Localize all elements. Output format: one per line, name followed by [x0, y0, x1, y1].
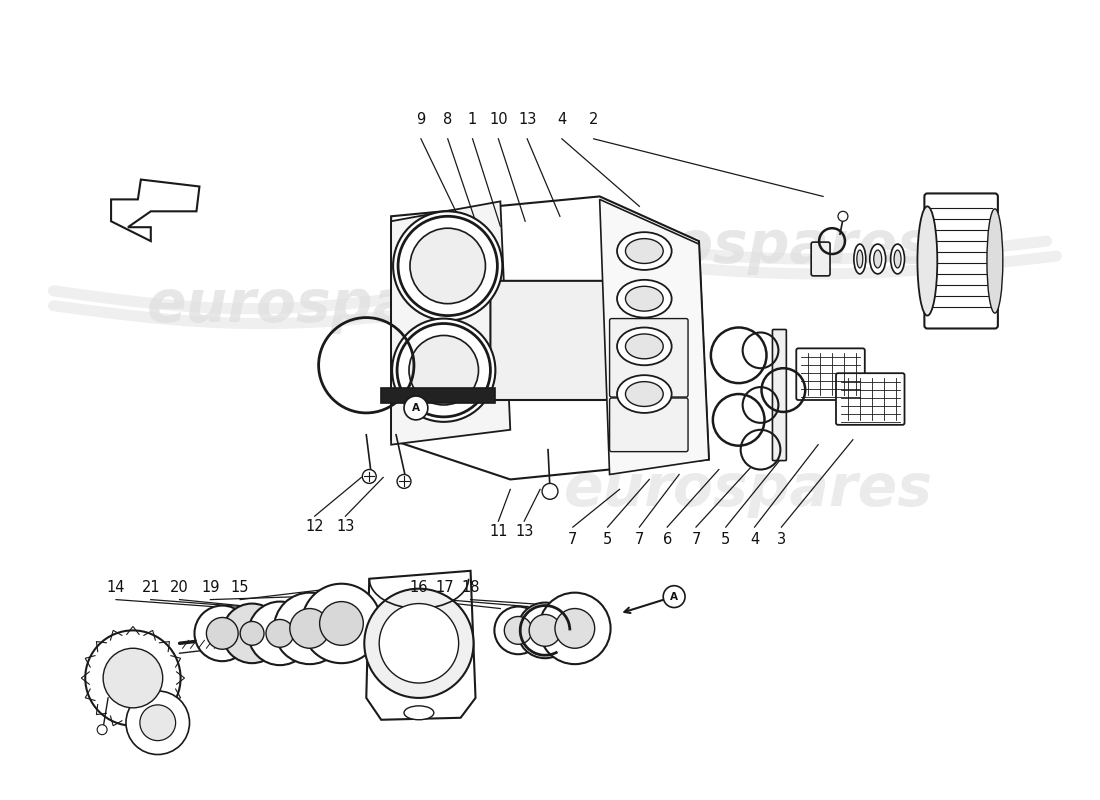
Ellipse shape — [626, 238, 663, 263]
Circle shape — [379, 603, 459, 683]
FancyBboxPatch shape — [609, 398, 688, 452]
Text: 13: 13 — [518, 112, 537, 127]
Text: 11: 11 — [490, 524, 507, 539]
Circle shape — [504, 617, 532, 644]
Text: 13: 13 — [337, 519, 354, 534]
Circle shape — [397, 474, 411, 488]
Text: 19: 19 — [201, 580, 220, 594]
Ellipse shape — [617, 232, 672, 270]
Circle shape — [392, 318, 495, 422]
Circle shape — [539, 593, 610, 664]
Text: 7: 7 — [569, 532, 578, 547]
Ellipse shape — [854, 244, 866, 274]
Circle shape — [529, 614, 561, 646]
Polygon shape — [392, 202, 510, 445]
Text: eurospares: eurospares — [564, 218, 933, 274]
Circle shape — [103, 648, 163, 708]
Circle shape — [663, 586, 685, 607]
Ellipse shape — [873, 250, 882, 268]
Circle shape — [320, 602, 363, 646]
FancyBboxPatch shape — [811, 242, 830, 276]
Ellipse shape — [617, 375, 672, 413]
Circle shape — [838, 211, 848, 222]
Polygon shape — [366, 571, 475, 720]
Text: 16: 16 — [409, 580, 428, 594]
Circle shape — [97, 725, 107, 734]
Text: A: A — [670, 592, 678, 602]
Circle shape — [404, 396, 428, 420]
Polygon shape — [600, 199, 708, 474]
Ellipse shape — [626, 334, 663, 358]
Text: 12: 12 — [306, 519, 324, 534]
Circle shape — [289, 609, 330, 648]
Ellipse shape — [987, 209, 1003, 313]
Ellipse shape — [617, 280, 672, 318]
Ellipse shape — [617, 327, 672, 366]
Circle shape — [494, 606, 542, 654]
FancyBboxPatch shape — [924, 194, 998, 329]
Circle shape — [195, 606, 250, 661]
Text: 6: 6 — [662, 532, 672, 547]
Text: 20: 20 — [170, 580, 189, 594]
Text: 10: 10 — [490, 112, 508, 127]
Circle shape — [222, 603, 282, 663]
Text: 13: 13 — [515, 524, 534, 539]
Circle shape — [556, 609, 595, 648]
Ellipse shape — [891, 244, 904, 274]
Circle shape — [362, 470, 376, 483]
FancyBboxPatch shape — [609, 318, 688, 397]
Text: 8: 8 — [443, 112, 452, 127]
Text: 1: 1 — [468, 112, 477, 127]
Circle shape — [409, 335, 478, 405]
Ellipse shape — [894, 250, 901, 268]
Text: 5: 5 — [722, 532, 730, 547]
Circle shape — [364, 589, 473, 698]
Circle shape — [207, 618, 239, 650]
Text: 7: 7 — [635, 532, 645, 547]
Ellipse shape — [404, 706, 433, 720]
Text: 9: 9 — [416, 112, 426, 127]
FancyBboxPatch shape — [491, 281, 609, 400]
Ellipse shape — [857, 250, 862, 268]
Ellipse shape — [626, 286, 663, 311]
Text: 7: 7 — [691, 532, 701, 547]
Text: 3: 3 — [777, 532, 785, 547]
Text: 21: 21 — [142, 580, 161, 594]
Text: 4: 4 — [558, 112, 566, 127]
Ellipse shape — [917, 206, 937, 315]
Circle shape — [410, 228, 485, 304]
Circle shape — [140, 705, 176, 741]
Text: 5: 5 — [603, 532, 613, 547]
Circle shape — [542, 483, 558, 499]
Text: 14: 14 — [107, 580, 125, 594]
Text: A: A — [411, 403, 420, 413]
Polygon shape — [392, 197, 708, 479]
Circle shape — [126, 691, 189, 754]
Circle shape — [393, 211, 503, 321]
Circle shape — [301, 584, 382, 663]
Text: eurospares: eurospares — [564, 461, 933, 518]
Text: eurospares: eurospares — [147, 277, 516, 334]
Text: 4: 4 — [750, 532, 759, 547]
Text: 15: 15 — [231, 580, 250, 594]
Ellipse shape — [626, 382, 663, 406]
Text: 2: 2 — [588, 112, 598, 127]
Text: 18: 18 — [461, 580, 480, 594]
FancyBboxPatch shape — [772, 330, 786, 461]
Circle shape — [266, 619, 294, 647]
Circle shape — [240, 622, 264, 646]
Circle shape — [274, 593, 345, 664]
Ellipse shape — [870, 244, 886, 274]
FancyBboxPatch shape — [836, 373, 904, 425]
Circle shape — [249, 602, 311, 665]
Circle shape — [517, 602, 573, 658]
FancyBboxPatch shape — [796, 348, 865, 400]
Circle shape — [86, 630, 180, 726]
Bar — [382, 388, 495, 403]
Text: 17: 17 — [436, 580, 454, 594]
